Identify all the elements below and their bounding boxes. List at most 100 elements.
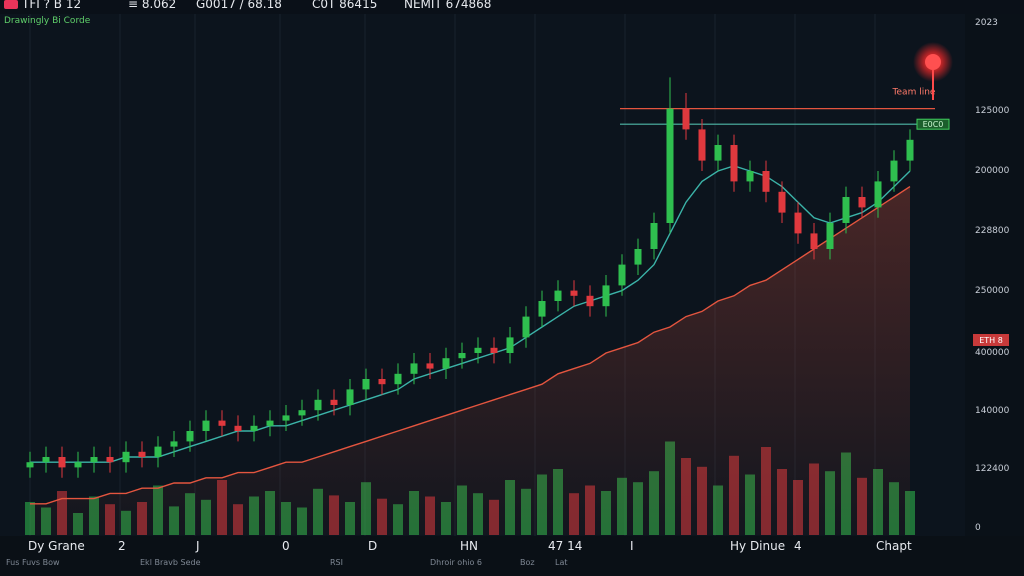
toolbar xyxy=(0,0,1024,14)
candle-body xyxy=(154,446,162,457)
x-tick-label: I xyxy=(630,539,634,553)
toolbar-item[interactable]: G0017 / 68.18 xyxy=(196,0,282,11)
candle-body xyxy=(266,420,274,426)
level-label: E0C0 xyxy=(923,120,944,129)
candle-body xyxy=(522,316,530,338)
candle-body xyxy=(698,129,706,161)
candle-body xyxy=(42,457,50,463)
candle-body xyxy=(26,462,34,468)
candle-body xyxy=(170,441,178,447)
x-tick-label: 4 xyxy=(794,539,802,553)
x-tick-label: 0 xyxy=(282,539,290,553)
candle-body xyxy=(122,451,130,463)
candle-body xyxy=(826,223,834,249)
price-label: 200000 xyxy=(975,166,1010,176)
footer-item: Ekl Bravb Sede xyxy=(140,558,201,567)
x-tick-label: 47 14 xyxy=(548,539,582,553)
toolbar-item[interactable]: TFI ? B 12 xyxy=(21,0,81,11)
candle-body xyxy=(778,191,786,213)
candle-body xyxy=(362,379,370,390)
candle-body xyxy=(858,197,866,208)
candle-body xyxy=(250,425,258,431)
price-label: 250000 xyxy=(975,286,1010,296)
price-label: 0 xyxy=(975,523,981,533)
alert-dot[interactable] xyxy=(925,54,941,70)
candle-body xyxy=(474,347,482,353)
time-axis xyxy=(0,536,1024,576)
footer-item: Boz xyxy=(520,558,535,567)
candle-body xyxy=(730,145,738,182)
candle-body xyxy=(586,295,594,307)
logo[interactable] xyxy=(4,0,18,9)
price-axis xyxy=(965,14,1024,536)
ma-area xyxy=(30,186,910,535)
price-label: 140000 xyxy=(975,406,1010,416)
candle-body xyxy=(106,457,114,463)
x-tick-label: D xyxy=(368,539,377,553)
footer-item: Lat xyxy=(555,558,568,567)
candle-body xyxy=(234,425,242,431)
candle-body xyxy=(890,160,898,182)
footer-item: RSI xyxy=(330,558,343,567)
price-label: 400000 xyxy=(975,348,1010,358)
footer-item: Dhroir ohio 6 xyxy=(430,558,482,567)
candle-body xyxy=(762,171,770,192)
ma-line xyxy=(30,186,911,505)
toolbar-item[interactable]: NEMIT 674868 xyxy=(404,0,491,11)
toolbar-item[interactable]: C0T 86415 xyxy=(312,0,377,11)
x-tick-label: Hy Dinue xyxy=(730,539,785,553)
candle-body xyxy=(202,420,210,431)
candle-body xyxy=(538,301,546,317)
subtitle: Drawingly Bi Corde xyxy=(4,16,91,26)
candle-body xyxy=(442,358,450,369)
candle-body xyxy=(842,197,850,223)
candle-body xyxy=(746,171,754,182)
candle-body xyxy=(186,431,194,442)
candle-body xyxy=(90,457,98,463)
footer-item: Fus Fuvs Bow xyxy=(6,558,60,567)
candle-body xyxy=(346,389,354,405)
candle-body xyxy=(650,223,658,249)
candle-body xyxy=(282,415,290,421)
candle-body xyxy=(794,212,802,234)
candle-body xyxy=(618,264,626,286)
price-label: 125000 xyxy=(975,106,1010,116)
level-tag xyxy=(916,118,950,130)
candle-body xyxy=(634,249,642,265)
price-tag-text: ETH 8 xyxy=(979,336,1003,345)
toolbar-item[interactable]: ≡ 8.062 xyxy=(128,0,176,11)
candle-body xyxy=(506,337,514,353)
candle-body xyxy=(410,363,418,374)
candle-body xyxy=(570,290,578,296)
candle-body xyxy=(378,379,386,385)
level-label: Team line xyxy=(892,88,936,98)
candle-body xyxy=(874,181,882,208)
x-tick-label: J xyxy=(195,539,200,553)
candle-body xyxy=(458,353,466,359)
price-tag xyxy=(973,334,1009,346)
candle-body xyxy=(298,410,306,416)
x-tick-label: HN xyxy=(460,539,478,553)
candle-body xyxy=(58,457,66,468)
x-tick-label: 2 xyxy=(118,539,126,553)
price-label: 2023 xyxy=(975,18,998,28)
price-label: 122400 xyxy=(975,464,1010,474)
x-tick-label: Dy Grane xyxy=(28,539,85,553)
candle-body xyxy=(810,233,818,249)
candle-body xyxy=(394,373,402,385)
candle-body xyxy=(138,451,146,457)
candle-body xyxy=(602,285,610,307)
candle-body xyxy=(330,399,338,405)
candle-body xyxy=(218,420,226,426)
x-tick-label: Chapt xyxy=(876,539,912,553)
candle-body xyxy=(74,462,82,468)
candle-body xyxy=(906,139,914,161)
candle-body xyxy=(682,108,690,130)
candle-body xyxy=(314,399,322,411)
price-label: 228800 xyxy=(975,226,1010,236)
candle-body xyxy=(554,290,562,301)
candle-body xyxy=(490,347,498,353)
candle-body xyxy=(666,108,674,223)
candle-body xyxy=(714,145,722,161)
